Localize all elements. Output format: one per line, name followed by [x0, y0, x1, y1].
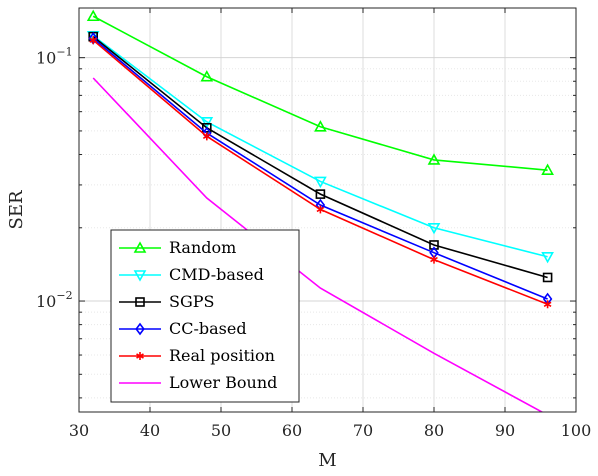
x-tick-label: 100: [561, 421, 592, 440]
data-point-real-position: [431, 256, 438, 264]
legend-label-real-position: Real position: [169, 346, 275, 365]
x-tick-label: 90: [495, 421, 515, 440]
data-point-cmd-based: [543, 253, 553, 262]
x-tick-label: 50: [211, 421, 231, 440]
x-tick-label: 60: [282, 421, 302, 440]
legend: Random CMD-based SGPS CC-based Real position…: [111, 230, 299, 402]
x-tick-label: 80: [424, 421, 444, 440]
y-axis-label: SER: [6, 190, 27, 229]
legend-label-cmd-based: CMD-based: [169, 265, 264, 284]
legend-label-cc-based: CC-based: [169, 319, 247, 338]
x-axis-label: M: [318, 450, 336, 471]
data-point-random: [88, 11, 98, 20]
legend-label-sgps: SGPS: [169, 292, 214, 311]
legend-label-random: Random: [169, 238, 236, 257]
legend-label-lower-bound: Lower Bound: [169, 373, 277, 392]
series-line-random: [93, 16, 547, 170]
series-line-cmd-based: [93, 36, 547, 257]
x-tick-label: 70: [353, 421, 373, 440]
x-tick-label: 30: [69, 421, 89, 440]
y-tick-label: 10−2: [36, 289, 73, 311]
y-tick-label: 10−1: [36, 46, 73, 68]
x-tick-label: 40: [140, 421, 160, 440]
